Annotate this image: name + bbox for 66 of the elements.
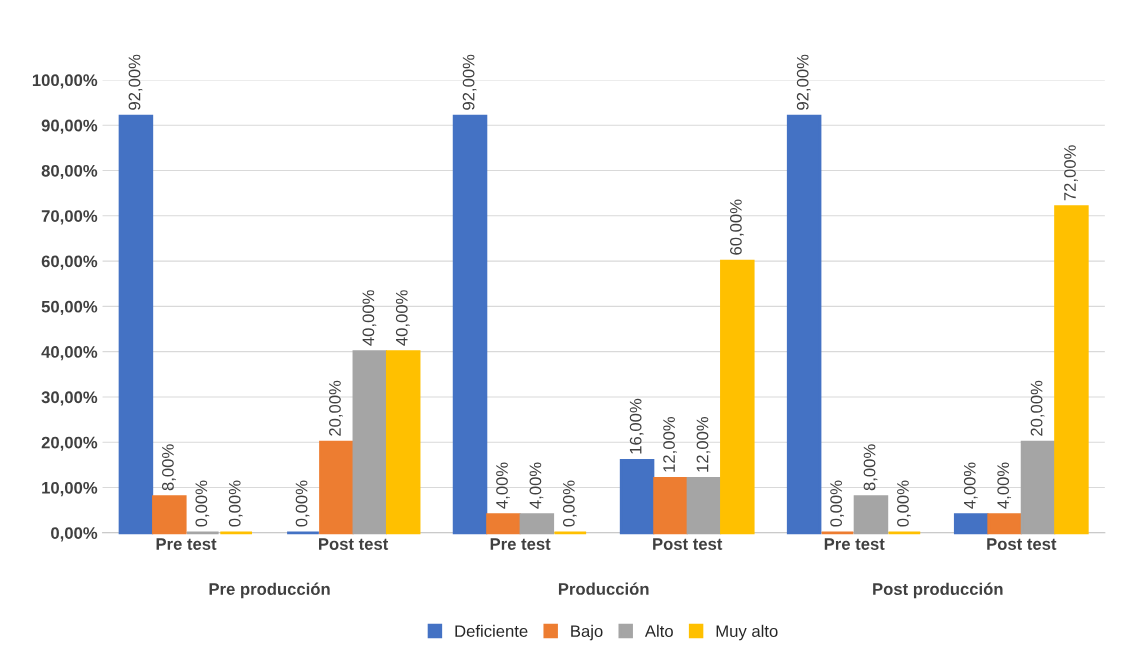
bar [452,114,488,535]
x-tick-label: Pre test [490,538,551,550]
data-label: 0,00% [897,480,911,527]
bar [152,495,187,535]
data-label: 20,00% [329,380,343,436]
bar [720,259,755,535]
data-label: 4,00% [529,462,544,509]
data-label: 4,00% [496,462,510,509]
bar [1054,205,1089,535]
data-label: 0,00% [228,480,243,527]
data-label: 12,00% [663,416,677,472]
bar [385,350,421,535]
data-label: 0,00% [830,480,844,527]
data-label: 92,00% [796,54,811,110]
data-label: 0,00% [195,480,210,527]
data-label: 12,00% [696,416,711,472]
legend-label: Bajo [571,624,603,641]
y-tick-label: 80,00% [41,164,98,180]
data-label: 92,00% [128,54,143,110]
data-label: 92,00% [462,54,477,110]
bar [953,513,989,535]
data-label: 8,00% [162,444,176,491]
x-tick-label: Pre test [156,538,217,550]
bar [486,513,521,535]
y-tick-label: 0,00% [51,527,98,542]
data-label: 40,00% [362,290,377,346]
bar [786,114,822,535]
y-tick-label: 30,00% [41,391,98,406]
bar [352,350,388,535]
x-tick-label: Post test [987,538,1057,550]
bar [619,458,655,535]
legend-label: Deficiente [455,624,528,638]
data-label: 8,00% [863,444,878,491]
x-tick-label: Pre test [824,538,885,550]
data-label: 20,00% [1030,380,1045,436]
bar [118,114,154,535]
y-tick-label: 40,00% [41,346,98,361]
data-label: 72,00% [1064,145,1078,201]
y-tick-label: 60,00% [41,255,98,270]
y-tick-label: 100,00% [32,74,98,89]
data-label: 4,00% [997,462,1012,509]
y-tick-label: 50,00% [41,300,98,315]
text: Post producción [873,582,1003,599]
data-label: 16,00% [629,398,644,454]
y-tick-label: 70,00% [41,210,98,225]
data-label: 60,00% [729,199,744,255]
bar [319,440,354,535]
bar [987,513,1022,535]
data-label: 0,00% [295,480,310,527]
bar [653,477,688,535]
data-label: 40,00% [395,290,410,346]
y-tick-label: 10,00% [42,481,98,497]
data-label: 4,00% [963,462,978,509]
bar [1020,440,1056,535]
legend-label: Alto [644,624,673,638]
bar [519,513,555,535]
text: Pre producción [209,582,330,599]
x-tick-label: Post test [653,538,723,550]
y-tick-label: 90,00% [41,119,98,134]
bar [853,495,889,535]
bar [686,477,722,535]
y-tick-label: 20,00% [41,436,98,451]
text: Producción [558,582,649,595]
x-tick-label: Post test [319,538,389,550]
legend-label: Muy alto [716,624,778,641]
data-label: 0,00% [562,480,577,527]
